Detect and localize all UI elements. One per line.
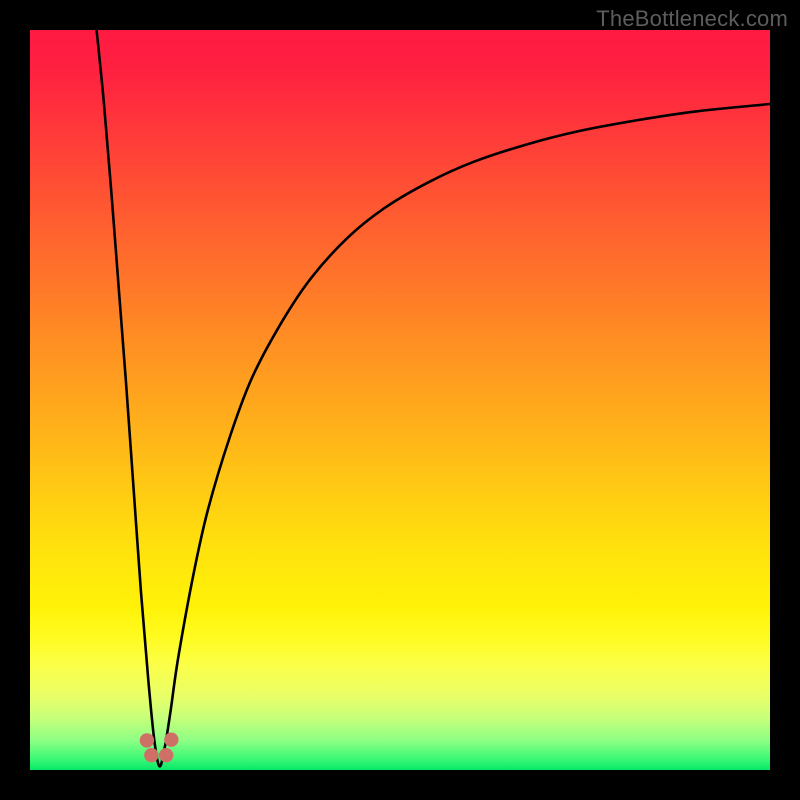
watermark-label: TheBottleneck.com [596,6,788,32]
chart-root: { "watermark_text": "TheBottleneck.com",… [0,0,800,800]
gradient-plot [30,30,770,770]
gradient-rect [30,30,770,770]
